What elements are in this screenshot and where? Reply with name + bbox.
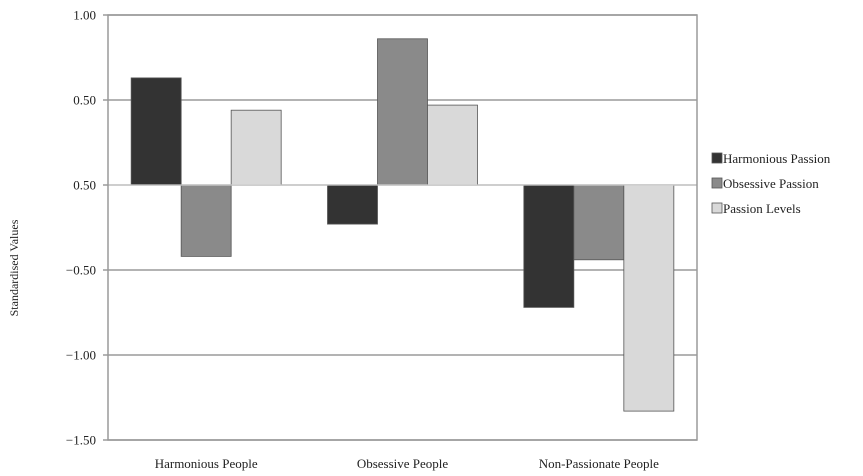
bar-harmonious-passion-harmonious-people xyxy=(130,77,182,186)
y-tick-label: −0.50 xyxy=(66,263,96,278)
bar-passion-levels-obsessive-people xyxy=(427,104,478,186)
legend: Harmonious Passion Obsessive Passion Passi… xyxy=(711,151,831,216)
bar-obsessive-passion-harmonious-people xyxy=(180,184,232,257)
x-category-label: Obsessive People xyxy=(357,456,449,471)
legend-label: Harmonious Passion xyxy=(723,151,831,166)
plot-frame xyxy=(107,14,698,441)
y-tick-label: 1.00 xyxy=(73,8,96,23)
y-tick-label: 0.50 xyxy=(73,178,96,193)
bar-passion-levels-non-passionate-people xyxy=(623,184,675,412)
x-axis-categories: Harmonious People Obsessive People Non-Pas… xyxy=(155,456,659,471)
plot-border xyxy=(107,14,698,441)
y-axis-ticks: 1.00 0.50 0.50 −0.50 −1.00 −1.50 xyxy=(66,8,108,448)
y-tick-label: −1.50 xyxy=(66,433,96,448)
bar-harmonious-passion-obsessive-people xyxy=(327,184,378,225)
x-category-label: Harmonious People xyxy=(155,456,258,471)
bar-obsessive-passion-non-passionate-people xyxy=(573,184,625,261)
x-category-label: Non-Passionate People xyxy=(539,456,659,471)
legend-swatch xyxy=(711,202,723,214)
legend-label: Obsessive Passion xyxy=(723,176,819,191)
legend-swatch xyxy=(711,152,723,164)
bar-obsessive-passion-obsessive-people xyxy=(377,38,428,186)
legend-label: Passion Levels xyxy=(723,201,801,216)
legend-swatch xyxy=(711,177,723,189)
bar-passion-levels-harmonious-people xyxy=(230,109,282,186)
y-tick-label: 0.50 xyxy=(73,93,96,108)
bars xyxy=(108,38,697,412)
bar-harmonious-passion-non-passionate-people xyxy=(523,184,575,308)
y-axis-label: Standardised Values xyxy=(7,219,21,316)
y-tick-label: −1.00 xyxy=(66,348,96,363)
